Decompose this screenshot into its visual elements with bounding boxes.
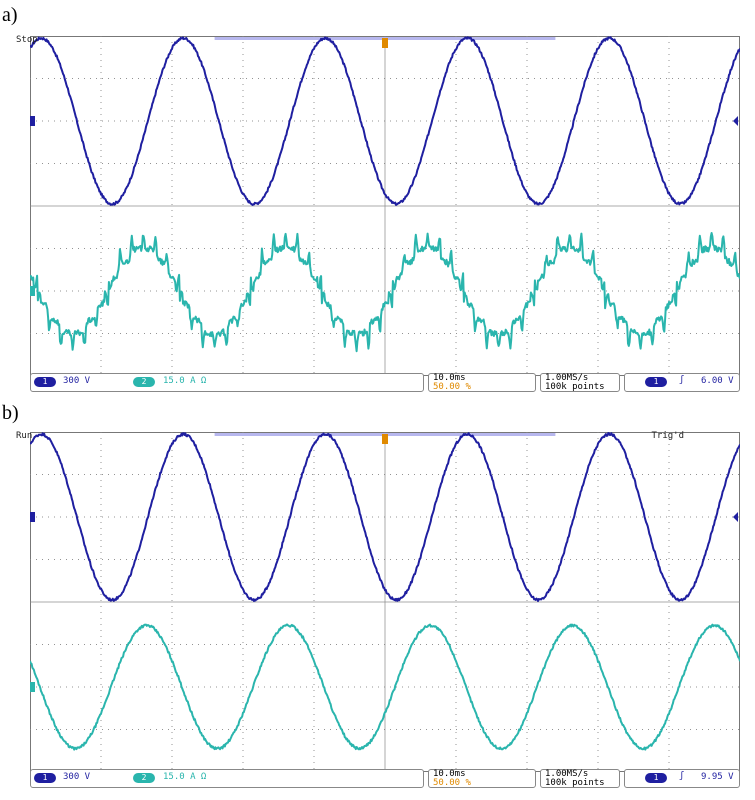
ch1-badge: 1 bbox=[34, 773, 56, 783]
acquisition-readout: 1.00MS/s 100k points bbox=[540, 769, 620, 788]
acquisition-readout: 1.00MS/s 100k points bbox=[540, 373, 620, 392]
oscilloscope-screen-b: Run Trig'd bbox=[16, 431, 740, 772]
trigger-level: 6.00 V bbox=[701, 376, 734, 386]
channel-readout: 1 300 V 2 15.0 A Ω bbox=[30, 769, 424, 788]
trigger-state: Trig'd bbox=[651, 431, 684, 441]
channel-readout: 1 300 V 2 15.0 A Ω bbox=[30, 373, 424, 392]
trigger-position: 50.00 % bbox=[433, 382, 471, 392]
ch1-ground-marker bbox=[30, 512, 35, 522]
ch2-trace bbox=[30, 232, 740, 353]
timebase: 10.0ms bbox=[433, 373, 466, 383]
ch2-ground-marker bbox=[30, 682, 35, 692]
timebase: 10.0ms bbox=[433, 769, 466, 779]
ch1-scale: 300 V bbox=[63, 376, 91, 386]
trigger-slope-icon: ʃ bbox=[679, 375, 685, 385]
sample-rate: 1.00MS/s bbox=[545, 373, 589, 383]
trigger-readout: 1 ʃ 9.95 V bbox=[624, 769, 740, 788]
acquisition-state: Stop bbox=[16, 35, 38, 45]
trigger-level: 9.95 V bbox=[701, 772, 734, 782]
status-bar-b: 1 300 V 2 15.0 A Ω 10.0ms 50.00 % 1.00MS… bbox=[30, 767, 740, 789]
ch2-ground-marker bbox=[30, 286, 35, 296]
panel-label-b: b) bbox=[2, 402, 19, 424]
trigger-position-marker bbox=[382, 434, 388, 444]
trigger-level-marker bbox=[733, 116, 738, 126]
ch2-badge: 2 bbox=[133, 377, 155, 387]
trigger-source-badge: 1 bbox=[645, 773, 667, 783]
ch2-trace bbox=[30, 623, 740, 751]
record-length: 100k points bbox=[545, 778, 605, 788]
ch2-scale: 15.0 A Ω bbox=[163, 772, 207, 782]
sample-rate: 1.00MS/s bbox=[545, 769, 589, 779]
ch1-badge: 1 bbox=[34, 377, 56, 387]
ch1-scale: 300 V bbox=[63, 772, 91, 782]
timebase-readout: 10.0ms 50.00 % bbox=[428, 373, 536, 392]
trigger-position: 50.00 % bbox=[433, 778, 471, 788]
status-bar-a: 1 300 V 2 15.0 A Ω 10.0ms 50.00 % 1.00MS… bbox=[30, 371, 740, 393]
ch1-trace bbox=[30, 36, 740, 206]
ch1-ground-marker bbox=[30, 116, 35, 126]
oscilloscope-screen-a: Stop bbox=[16, 35, 740, 376]
acquisition-state: Run bbox=[16, 431, 33, 441]
record-length: 100k points bbox=[545, 382, 605, 392]
timebase-readout: 10.0ms 50.00 % bbox=[428, 769, 536, 788]
scope-plot bbox=[30, 432, 740, 772]
trigger-source-badge: 1 bbox=[645, 377, 667, 387]
panel-label-a: a) bbox=[2, 4, 18, 26]
trigger-readout: 1 ʃ 6.00 V bbox=[624, 373, 740, 392]
trigger-position-marker bbox=[382, 38, 388, 48]
scope-plot bbox=[30, 36, 740, 376]
ch2-badge: 2 bbox=[133, 773, 155, 783]
ch1-trace bbox=[30, 432, 740, 602]
trigger-level-marker bbox=[733, 512, 738, 522]
ch2-scale: 15.0 A Ω bbox=[163, 376, 207, 386]
trigger-slope-icon: ʃ bbox=[679, 771, 685, 781]
